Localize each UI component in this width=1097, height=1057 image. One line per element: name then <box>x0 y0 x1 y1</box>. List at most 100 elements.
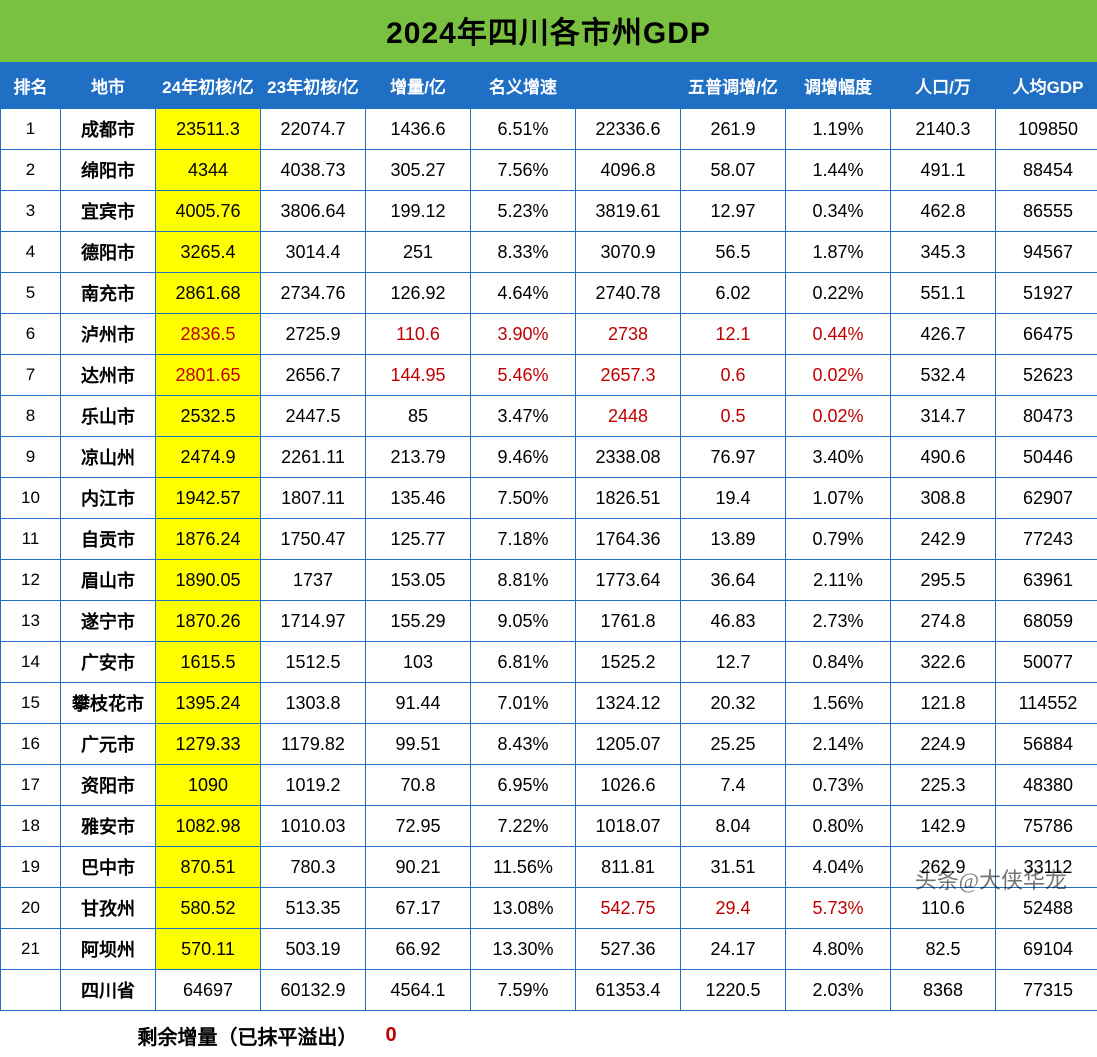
table-row: 四川省6469760132.94564.17.59%61353.41220.52… <box>1 970 1097 1011</box>
cell-pcgdp: 75786 <box>996 806 1097 847</box>
cell-col6: 811.81 <box>576 847 681 888</box>
cell-pcgdp: 77243 <box>996 519 1097 560</box>
cell-rate: 6.81% <box>471 642 576 683</box>
cell-rate: 6.95% <box>471 765 576 806</box>
cell-col6: 3819.61 <box>576 191 681 232</box>
cell-adjrate: 1.87% <box>786 232 891 273</box>
cell-adj: 20.32 <box>681 683 786 724</box>
cell-adjrate: 0.02% <box>786 355 891 396</box>
cell-city: 广元市 <box>61 724 156 765</box>
cell-inc: 155.29 <box>366 601 471 642</box>
cell-c24: 2801.65 <box>156 355 261 396</box>
cell-inc: 67.17 <box>366 888 471 929</box>
cell-adj: 29.4 <box>681 888 786 929</box>
cell-rate: 13.08% <box>471 888 576 929</box>
cell-c24: 570.11 <box>156 929 261 970</box>
cell-city: 自贡市 <box>61 519 156 560</box>
cell-rank: 15 <box>1 683 61 724</box>
cell-c24: 2474.9 <box>156 437 261 478</box>
cell-c24: 4005.76 <box>156 191 261 232</box>
cell-c23: 1750.47 <box>261 519 366 560</box>
cell-inc: 213.79 <box>366 437 471 478</box>
table-row: 21阿坝州570.11503.1966.9213.30%527.3624.174… <box>1 929 1097 970</box>
cell-c23: 1714.97 <box>261 601 366 642</box>
cell-adjrate: 1.44% <box>786 150 891 191</box>
cell-rate: 13.30% <box>471 929 576 970</box>
cell-pcgdp: 68059 <box>996 601 1097 642</box>
cell-rate: 7.59% <box>471 970 576 1011</box>
col-header: 地市 <box>61 63 156 109</box>
cell-pcgdp: 50446 <box>996 437 1097 478</box>
cell-c23: 2734.76 <box>261 273 366 314</box>
page-title: 2024年四川各市州GDP <box>0 8 1097 52</box>
cell-adj: 58.07 <box>681 150 786 191</box>
cell-adj: 36.64 <box>681 560 786 601</box>
cell-c24: 1876.24 <box>156 519 261 560</box>
cell-pcgdp: 86555 <box>996 191 1097 232</box>
cell-adjrate: 4.04% <box>786 847 891 888</box>
cell-c23: 1807.11 <box>261 478 366 519</box>
cell-adj: 12.1 <box>681 314 786 355</box>
footer-label: 剩余增量（已抹平溢出） <box>1 1011 366 1057</box>
cell-adj: 13.89 <box>681 519 786 560</box>
cell-c23: 503.19 <box>261 929 366 970</box>
cell-rate: 8.33% <box>471 232 576 273</box>
cell-city: 雅安市 <box>61 806 156 847</box>
table-row: 5南充市2861.682734.76126.924.64%2740.786.02… <box>1 273 1097 314</box>
cell-adjrate: 2.14% <box>786 724 891 765</box>
cell-pcgdp: 69104 <box>996 929 1097 970</box>
cell-rate: 3.90% <box>471 314 576 355</box>
col-header: 人均GDP <box>996 63 1097 109</box>
cell-rate: 4.64% <box>471 273 576 314</box>
cell-adj: 6.02 <box>681 273 786 314</box>
cell-city: 巴中市 <box>61 847 156 888</box>
cell-col6: 3070.9 <box>576 232 681 273</box>
cell-col6: 2338.08 <box>576 437 681 478</box>
table-row: 6泸州市2836.52725.9110.63.90%273812.10.44%4… <box>1 314 1097 355</box>
gdp-table: 排名地市24年初核/亿23年初核/亿增量/亿名义增速五普调增/亿调增幅度人口/万… <box>0 62 1097 1057</box>
cell-rank: 7 <box>1 355 61 396</box>
cell-rate: 8.81% <box>471 560 576 601</box>
cell-pop: 308.8 <box>891 478 996 519</box>
cell-adj: 8.04 <box>681 806 786 847</box>
cell-c23: 513.35 <box>261 888 366 929</box>
cell-rank: 16 <box>1 724 61 765</box>
cell-adjrate: 0.73% <box>786 765 891 806</box>
cell-rank: 5 <box>1 273 61 314</box>
cell-city: 四川省 <box>61 970 156 1011</box>
col-header: 人口/万 <box>891 63 996 109</box>
col-header: 调增幅度 <box>786 63 891 109</box>
cell-city: 攀枝花市 <box>61 683 156 724</box>
cell-pop: 142.9 <box>891 806 996 847</box>
cell-col6: 1525.2 <box>576 642 681 683</box>
cell-rank: 1 <box>1 109 61 150</box>
cell-rank: 12 <box>1 560 61 601</box>
cell-pop: 110.6 <box>891 888 996 929</box>
cell-col6: 1205.07 <box>576 724 681 765</box>
cell-c23: 1512.5 <box>261 642 366 683</box>
cell-col6: 542.75 <box>576 888 681 929</box>
table-row: 17资阳市10901019.270.86.95%1026.67.40.73%22… <box>1 765 1097 806</box>
cell-col6: 1018.07 <box>576 806 681 847</box>
cell-city: 乐山市 <box>61 396 156 437</box>
cell-col6: 527.36 <box>576 929 681 970</box>
cell-rate: 9.46% <box>471 437 576 478</box>
table-row: 4德阳市3265.43014.42518.33%3070.956.51.87%3… <box>1 232 1097 273</box>
cell-c24: 64697 <box>156 970 261 1011</box>
cell-inc: 4564.1 <box>366 970 471 1011</box>
cell-adjrate: 1.19% <box>786 109 891 150</box>
cell-col6: 22336.6 <box>576 109 681 150</box>
cell-pop: 295.5 <box>891 560 996 601</box>
cell-city: 广安市 <box>61 642 156 683</box>
table-row: 10内江市1942.571807.11135.467.50%1826.5119.… <box>1 478 1097 519</box>
cell-pop: 551.1 <box>891 273 996 314</box>
cell-inc: 72.95 <box>366 806 471 847</box>
table-row: 3宜宾市4005.763806.64199.125.23%3819.6112.9… <box>1 191 1097 232</box>
cell-pcgdp: 66475 <box>996 314 1097 355</box>
cell-adjrate: 2.73% <box>786 601 891 642</box>
cell-pcgdp: 109850 <box>996 109 1097 150</box>
cell-pcgdp: 52623 <box>996 355 1097 396</box>
cell-pop: 345.3 <box>891 232 996 273</box>
cell-pop: 322.6 <box>891 642 996 683</box>
cell-rate: 5.46% <box>471 355 576 396</box>
